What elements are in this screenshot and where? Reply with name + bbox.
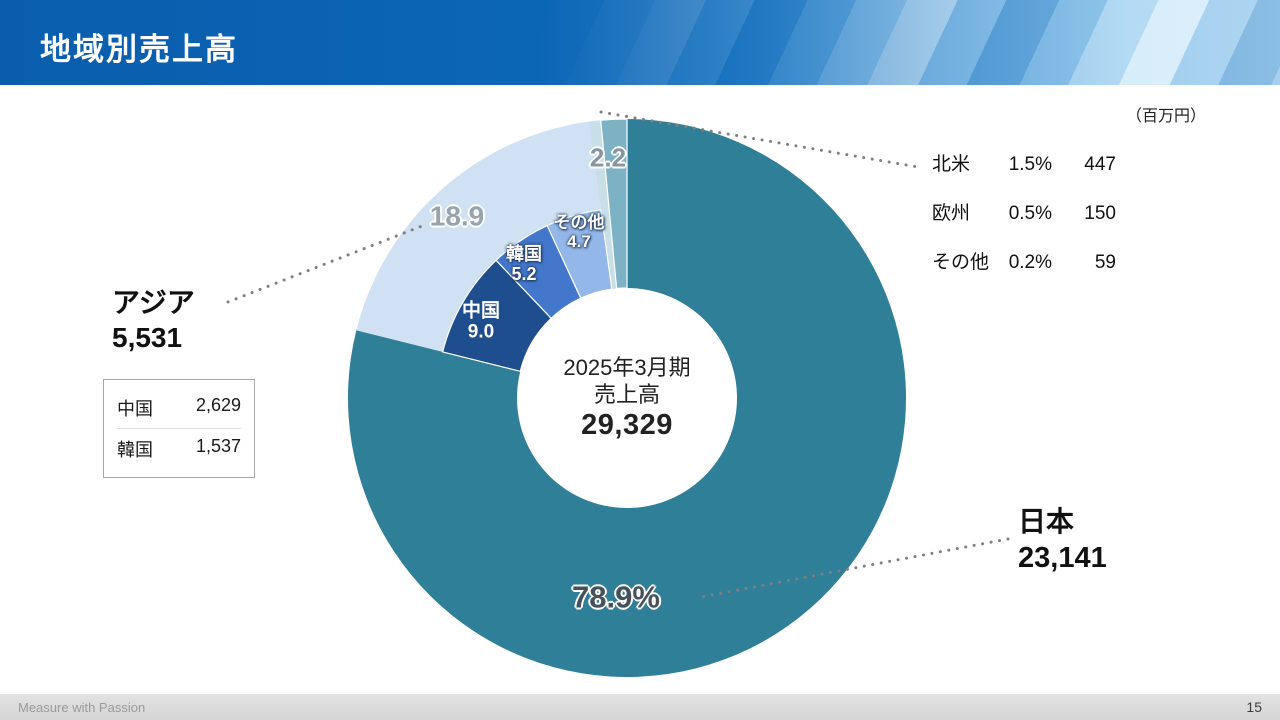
asia-row-name: 韓国: [117, 440, 153, 460]
donut-segments: [348, 118, 906, 677]
asia-other-segment-name: その他: [553, 212, 605, 232]
japan-callout-name: 日本: [1018, 506, 1075, 537]
overseas-row: 欧州 0.5% 150: [932, 198, 1116, 225]
donut-center-label: 2025年3月期 売上高 29,329: [563, 354, 690, 442]
korea-segment-label: 韓国 5.2: [506, 244, 542, 284]
asia-callout-name: アジア: [112, 287, 195, 318]
overseas-row-percent: 0.5%: [1008, 203, 1052, 224]
asia-other-segment-percent: 4.7: [567, 232, 591, 251]
overseas-percent-label: 2.2: [589, 142, 627, 173]
overseas-row-percent: 0.2%: [1008, 252, 1052, 273]
china-segment-name: 中国: [461, 300, 501, 322]
overseas-row-percent: 1.5%: [1008, 154, 1052, 175]
overseas-row: 北米 1.5% 447: [932, 149, 1116, 176]
overseas-row-name: 北米: [932, 154, 971, 175]
overseas-row-name: その他: [932, 252, 990, 273]
china-segment-percent: 9.0: [467, 322, 495, 343]
leader-line-japan: [699, 537, 1010, 599]
asia-breakdown-row: 韓国 1,537: [117, 428, 241, 469]
overseas-row-value: 447: [1084, 154, 1116, 175]
overseas-row-value: 59: [1094, 252, 1116, 273]
overseas-table: 北米 1.5% 447 欧州 0.5% 150 その他 0.2% 59: [932, 149, 1116, 296]
footer: Measure with Passion 15: [0, 694, 1280, 720]
asia-callout: アジア 5,531: [112, 286, 195, 356]
asia-row-value: 2,629: [195, 395, 241, 415]
asia-other-segment-label: その他 4.7: [554, 213, 605, 251]
japan-percent-label: 78.9%: [572, 579, 660, 615]
header: 地域別売上高: [0, 0, 1280, 85]
leader-line-overseas: [599, 110, 920, 169]
sales-label: 売上高: [593, 382, 660, 407]
asia-row-value: 1,537: [195, 436, 241, 456]
asia-percent-label: 18.9: [429, 200, 485, 232]
footer-tagline: Measure with Passion: [18, 699, 146, 715]
asia-breakdown-row: 中国 2,629: [117, 388, 241, 428]
overseas-row-name: 欧州: [932, 203, 971, 224]
asia-callout-value: 5,531: [112, 322, 183, 353]
korea-segment-name: 韓国: [506, 243, 542, 264]
asia-breakdown-box: 中国 2,629 韓国 1,537: [103, 379, 255, 478]
page-title: 地域別売上高: [40, 32, 238, 67]
china-segment-label: 中国 9.0: [462, 301, 500, 344]
overseas-row-value: 150: [1084, 203, 1116, 224]
total-sales-value: 29,329: [581, 409, 673, 441]
overseas-row: その他 0.2% 59: [932, 247, 1116, 274]
fiscal-period: 2025年3月期: [563, 355, 691, 380]
korea-segment-percent: 5.2: [511, 264, 537, 284]
japan-callout: 日本 23,141: [1018, 505, 1107, 577]
japan-callout-value: 23,141: [1018, 542, 1107, 574]
page-number: 15: [1246, 699, 1262, 715]
leader-line-asia: [226, 222, 429, 304]
asia-row-name: 中国: [117, 399, 153, 419]
unit-note: （百万円）: [1125, 108, 1206, 125]
